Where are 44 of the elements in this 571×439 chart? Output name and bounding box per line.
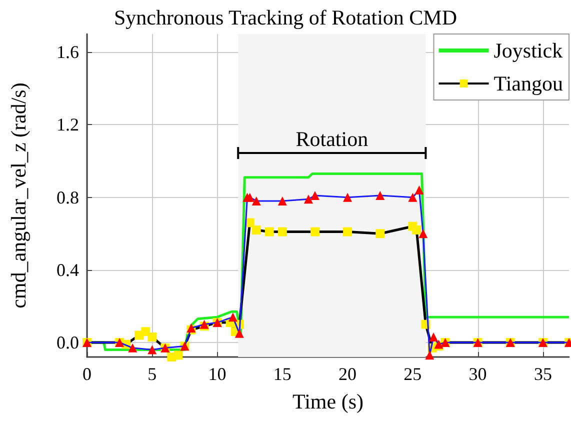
point <box>278 196 287 206</box>
y-tick-label: 1.6 <box>56 42 79 62</box>
x-tick-label: 15 <box>273 364 292 384</box>
point <box>278 227 287 236</box>
point <box>228 312 238 322</box>
y-tick-label: 0.4 <box>56 260 79 280</box>
legend-label: Joystick <box>494 38 564 62</box>
point <box>376 229 385 238</box>
point <box>376 191 385 200</box>
point <box>148 345 157 354</box>
band-label: Rotation <box>296 127 369 151</box>
x-tick-label: 10 <box>208 364 226 384</box>
x-tick-label: 5 <box>148 364 157 384</box>
point <box>252 196 261 206</box>
x-tick-label: 20 <box>338 364 357 384</box>
point <box>128 343 138 352</box>
point <box>414 186 424 195</box>
point <box>310 191 320 200</box>
point <box>412 225 422 234</box>
y-axis-title: cmd_angular_vel_z (rad/s) <box>6 82 30 308</box>
point <box>425 350 434 360</box>
x-tick-label: 35 <box>534 364 552 384</box>
point <box>429 332 438 342</box>
point <box>252 225 261 234</box>
point <box>264 227 274 236</box>
x-tick-label: 25 <box>404 364 422 384</box>
point <box>310 227 320 236</box>
y-tick-label: 1.2 <box>56 114 79 135</box>
chart-title: Synchronous Tracking of Rotation CMD <box>114 6 458 30</box>
point <box>418 229 428 238</box>
y-tick-label: 0.8 <box>56 187 79 208</box>
point <box>148 332 157 342</box>
x-axis-title: Time (s) <box>292 390 364 414</box>
y-tick-label: 0.0 <box>56 332 79 352</box>
point <box>245 192 254 202</box>
point <box>343 192 352 202</box>
x-tick-label: 0 <box>82 364 92 384</box>
legend-label: Tiangou <box>494 72 564 96</box>
point <box>408 192 418 202</box>
point <box>234 328 244 338</box>
point <box>343 227 352 236</box>
x-tick-label: 30 <box>468 364 487 384</box>
point <box>304 194 313 204</box>
point <box>174 350 183 360</box>
